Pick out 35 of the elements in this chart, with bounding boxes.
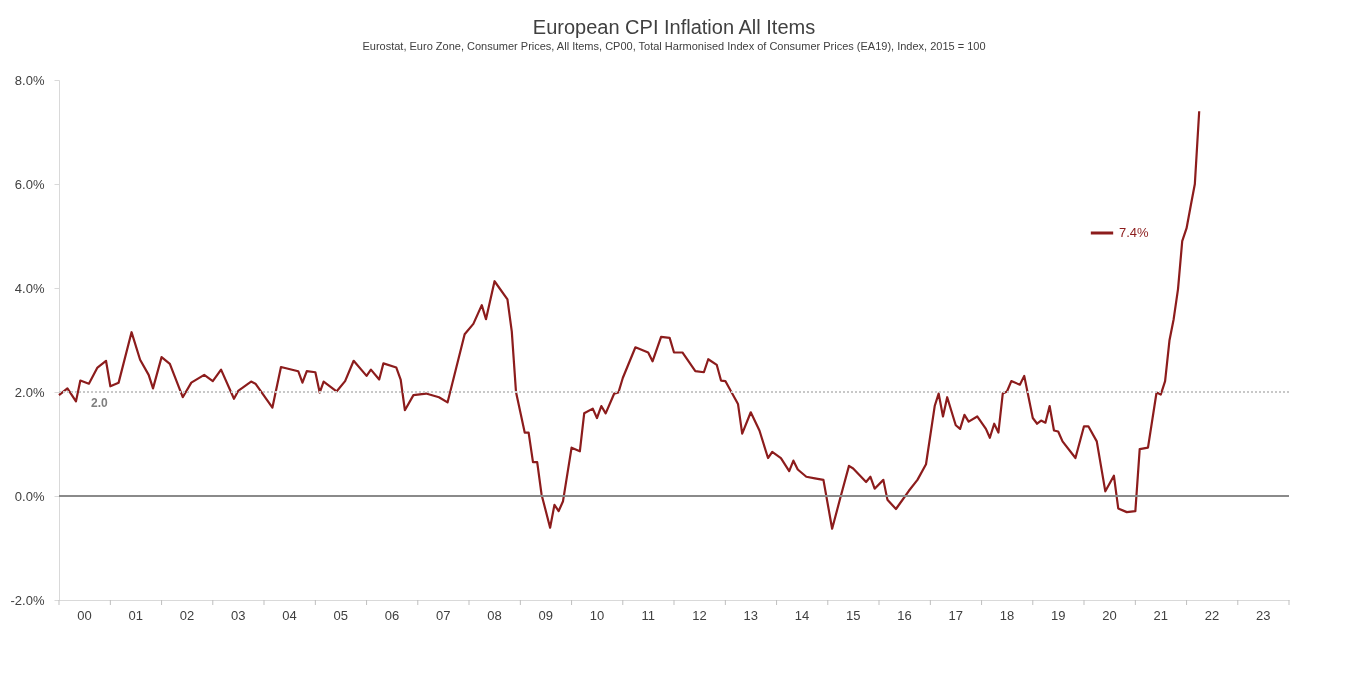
y-tick-label: 0.0% (14, 488, 45, 504)
x-tick-label: 01 (128, 608, 143, 623)
x-tick-label: 17 (948, 608, 963, 623)
x-tick-label: 09 (538, 608, 553, 623)
x-tick-label: 15 (845, 608, 861, 623)
x-tick-label: 14 (794, 608, 810, 623)
x-tick-label: 21 (1153, 608, 1168, 623)
x-tick-label: 04 (282, 608, 297, 623)
y-tick-label: 4.0% (14, 280, 45, 296)
line-series (57, 110, 1201, 530)
ref-line-label: 2.0 (91, 396, 109, 410)
x-tick-label: 03 (230, 608, 246, 623)
x-tick-label: 19 (1050, 608, 1066, 623)
y-tick-label: 8.0% (14, 72, 45, 88)
chart-title: European CPI Inflation All Items (532, 16, 816, 38)
legend-label: 7.4% (1119, 225, 1150, 240)
y-tick-label: -2.0% (10, 592, 45, 608)
y-tick-label: 6.0% (14, 176, 45, 192)
x-tick-label: 06 (384, 608, 400, 623)
x-tick-label: 22 (1204, 608, 1220, 623)
chart-subtitle: Eurostat, Euro Zone, Consumer Prices, All Items, CP00, Total Harmonised Index of Consumer Prices (EA19), Index, 2015 = 100 (362, 40, 986, 52)
x-tick-label: 23 (1255, 608, 1271, 623)
x-tick-label: 10 (589, 608, 605, 623)
x-tick-label: 05 (333, 608, 348, 623)
x-tick-label: 11 (641, 608, 655, 623)
x-tick-label: 18 (999, 608, 1015, 623)
x-tick-label: 12 (692, 608, 707, 623)
x-tick-label: 00 (77, 608, 92, 623)
x-tick-label: 13 (743, 608, 758, 623)
x-tick-label: 16 (897, 608, 912, 623)
x-tick-label: 07 (435, 608, 451, 623)
x-tick-label: 08 (487, 608, 502, 623)
x-tick-label: 02 (179, 608, 195, 623)
y-tick-label: 2.0% (14, 384, 45, 400)
x-tick-label: 20 (1102, 608, 1117, 623)
